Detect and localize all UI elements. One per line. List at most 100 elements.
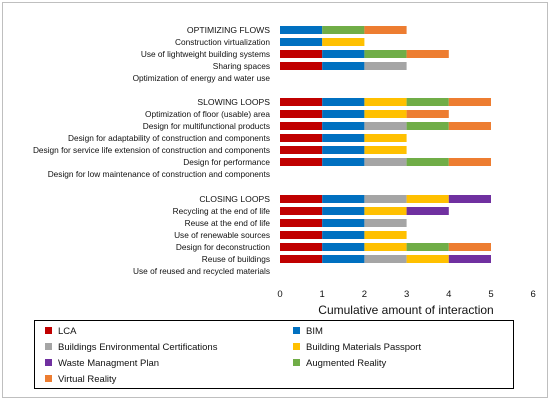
bar-segment — [280, 134, 323, 142]
bar-segment — [322, 219, 365, 227]
category-label: Use of reused and recycled materials — [133, 266, 270, 276]
legend-swatch — [45, 375, 52, 382]
bar-segment — [448, 195, 491, 203]
legend-label: LCA — [58, 326, 77, 337]
legend-label: Virtual Reality — [58, 374, 117, 385]
category-label: Design for deconstruction — [176, 242, 270, 252]
bar-segment — [364, 110, 407, 118]
x-axis-ticks: 0 1 2 3 4 5 6 — [277, 289, 535, 300]
bar-segment — [280, 146, 323, 154]
bar-segment — [364, 231, 407, 239]
bar-segment — [280, 26, 323, 34]
legend-label: Waste Managment Plan — [58, 358, 159, 369]
legend-swatch — [45, 359, 52, 366]
bar-segment — [280, 243, 323, 251]
bar-segment — [322, 38, 365, 46]
legend-swatch — [293, 327, 300, 334]
bar-segment — [280, 231, 323, 239]
bar-segment — [406, 98, 449, 106]
bar-segment — [322, 26, 365, 34]
bar-segment — [364, 122, 407, 130]
bar-segment — [280, 219, 323, 227]
category-label: Optimization of energy and water use — [133, 73, 271, 83]
x-axis-title: Cumulative amount of interaction — [318, 303, 493, 317]
bar-segment — [322, 110, 365, 118]
x-tick-label: 1 — [320, 289, 325, 300]
category-label: Reuse at the end of life — [185, 218, 271, 228]
group-heading-label: OPTIMIZING FLOWS — [187, 25, 270, 35]
bar-segment — [322, 207, 365, 215]
category-label: Construction virtualization — [175, 37, 270, 47]
bar-segment — [280, 122, 323, 130]
bar-segment — [280, 158, 323, 166]
bar-segment — [322, 50, 365, 58]
category-label: Design for service life extension of con… — [33, 145, 270, 155]
group-heading-label: SLOWING LOOPS — [197, 97, 270, 107]
bar-segment — [280, 207, 323, 215]
bar-segment — [406, 255, 449, 263]
category-labels: OPTIMIZING FLOWS Construction virtualizat… — [33, 25, 270, 276]
bar-segment — [364, 50, 407, 58]
category-label: Reuse of buildings — [202, 254, 270, 264]
bar-segment — [406, 195, 449, 203]
bar-segment — [322, 195, 365, 203]
x-tick-label: 2 — [362, 289, 367, 300]
bar-segment — [364, 243, 407, 251]
bar-segment — [280, 255, 323, 263]
bars-layer — [280, 26, 491, 263]
bar-segment — [322, 243, 365, 251]
x-tick-label: 6 — [531, 289, 536, 300]
legend-label: Buildings Environmental Certifications — [58, 342, 218, 353]
bar-segment — [406, 110, 449, 118]
bar-segment — [406, 243, 449, 251]
category-label: Optimization of floor (usable) area — [145, 109, 270, 119]
bar-segment — [364, 207, 407, 215]
bar-segment — [364, 219, 407, 227]
legend-box — [34, 320, 514, 389]
bar-segment — [364, 134, 407, 142]
category-label: Use of renewable sources — [174, 230, 270, 240]
bar-segment — [280, 195, 323, 203]
bar-segment — [448, 122, 491, 130]
bar-segment — [364, 158, 407, 166]
bar-segment — [406, 50, 449, 58]
bar-segment — [322, 98, 365, 106]
category-label: Use of lightweight building systems — [141, 49, 270, 59]
bar-segment — [280, 98, 323, 106]
category-label: Recycling at the end of life — [173, 206, 271, 216]
bar-segment — [364, 195, 407, 203]
bar-segment — [322, 255, 365, 263]
bar-segment — [280, 38, 323, 46]
legend-swatch — [45, 343, 52, 350]
category-label: Design for performance — [183, 157, 270, 167]
bar-segment — [322, 146, 365, 154]
bar-segment — [364, 98, 407, 106]
legend-swatch — [45, 327, 52, 334]
bar-segment — [364, 255, 407, 263]
bar-segment — [448, 255, 491, 263]
legend-label: BIM — [306, 326, 323, 337]
bar-segment — [448, 158, 491, 166]
bar-segment — [322, 231, 365, 239]
legend: LCA BIM Buildings Environmental Certificat… — [45, 326, 421, 385]
category-label: Design for low maintenance of constructi… — [48, 169, 270, 179]
x-tick-label: 4 — [446, 289, 451, 300]
bar-segment — [364, 62, 407, 70]
category-label: Sharing spaces — [213, 61, 270, 71]
legend-label: Building Materials Passport — [306, 342, 421, 353]
bar-segment — [322, 134, 365, 142]
bar-segment — [280, 50, 323, 58]
x-tick-label: 0 — [277, 289, 282, 300]
bar-segment — [406, 207, 449, 215]
group-heading-label: CLOSING LOOPS — [199, 194, 270, 204]
bar-segment — [322, 122, 365, 130]
legend-swatch — [293, 343, 300, 350]
x-tick-label: 3 — [404, 289, 409, 300]
legend-label: Augmented Reality — [306, 358, 387, 369]
bar-segment — [322, 158, 365, 166]
bar-segment — [280, 110, 323, 118]
bar-segment — [364, 26, 407, 34]
bar-segment — [322, 62, 365, 70]
bar-segment — [448, 98, 491, 106]
